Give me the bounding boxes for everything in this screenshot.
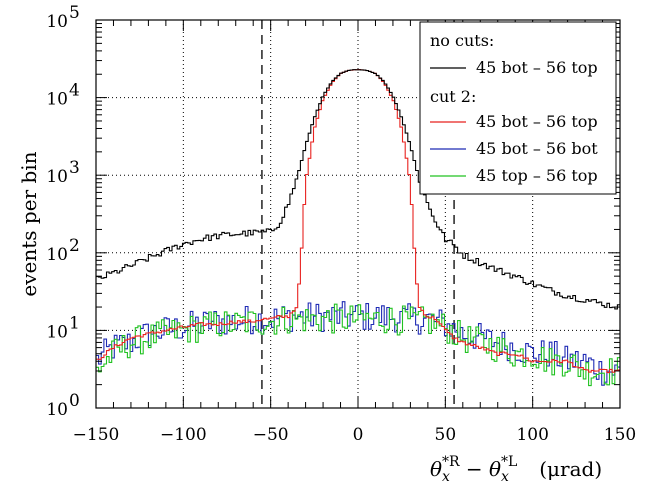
y-tick-label: 10 xyxy=(46,167,68,187)
x-tick-label: −100 xyxy=(160,425,207,445)
legend: no cuts: 45 bot – 56 top cut 2: 45 bot –… xyxy=(419,21,617,195)
x-axis-sup-right: *R xyxy=(442,454,460,470)
y-tick-exponent: 5 xyxy=(69,3,80,23)
x-tick-label: 0 xyxy=(353,425,364,445)
legend-header-cut2: cut 2: xyxy=(430,87,476,106)
x-axis-unit: (μrad) xyxy=(539,457,602,481)
x-axis-sub-right: x xyxy=(442,469,450,484)
y-tick-exponent: 4 xyxy=(69,81,80,101)
y-tick-label: 10 xyxy=(46,245,68,265)
y-tick-label: 10 xyxy=(46,400,68,420)
x-axis-minus: − xyxy=(460,457,489,481)
y-tick-label: 10 xyxy=(46,12,68,32)
x-tick-label: 50 xyxy=(435,425,457,445)
legend-header-no-cuts: no cuts: xyxy=(430,31,494,50)
y-tick-exponent: 1 xyxy=(69,313,80,333)
x-tick-labels: −150 −100 −50 0 50 100 150 xyxy=(73,425,637,445)
legend-label-no-cuts: 45 bot – 56 top xyxy=(476,58,598,77)
x-tick-label: 100 xyxy=(516,425,548,445)
series-line-3 xyxy=(96,303,620,387)
y-tick-exponent: 2 xyxy=(69,236,80,256)
x-axis-sup-left: *L xyxy=(501,454,517,470)
y-axis-title: events per bin xyxy=(17,151,41,296)
legend-box xyxy=(419,21,617,195)
legend-label-cut2-green: 45 top – 56 top xyxy=(476,166,598,185)
x-axis-theta-right: θ xyxy=(430,457,442,481)
y-tick-exponent: 0 xyxy=(69,391,80,411)
y-tick-exponent: 3 xyxy=(69,158,80,178)
y-tick-label: 10 xyxy=(46,90,68,110)
x-tick-label: −150 xyxy=(73,425,120,445)
x-axis-title: θx*R − θx*L (μrad) xyxy=(430,454,602,484)
legend-label-cut2-red: 45 bot – 56 top xyxy=(476,112,598,131)
y-tick-label: 10 xyxy=(46,322,68,342)
x-axis-theta-left: θ xyxy=(489,457,501,481)
series-line-0 xyxy=(96,69,620,310)
legend-label-cut2-blue: 45 bot – 56 bot xyxy=(476,139,598,158)
x-tick-label: 150 xyxy=(604,425,636,445)
x-tick-label: −50 xyxy=(253,425,289,445)
x-axis-sub-left: x xyxy=(501,469,509,484)
series-layer xyxy=(96,69,620,387)
